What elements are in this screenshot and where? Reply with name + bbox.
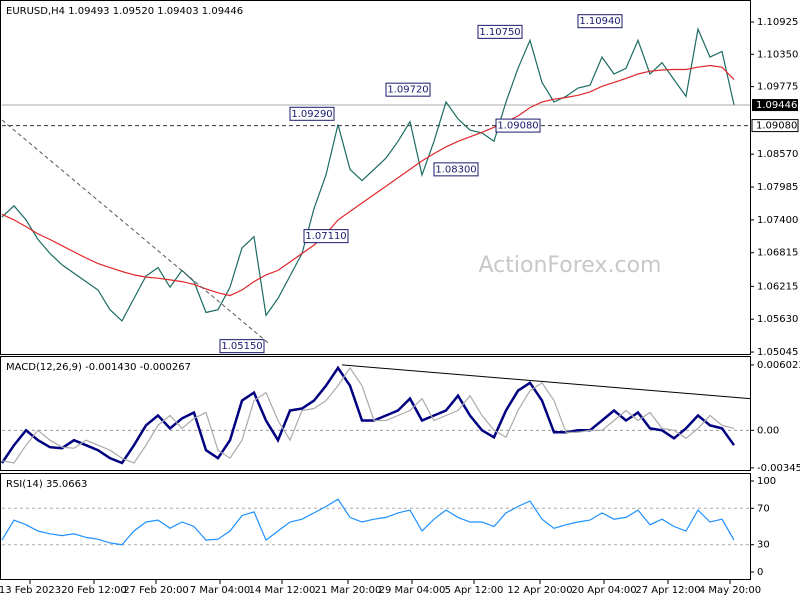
macd-panel bbox=[0, 356, 751, 471]
y-tick-label: 1.05630 bbox=[757, 314, 798, 325]
annotation-label: 1.05150 bbox=[221, 341, 262, 352]
annotation-box bbox=[577, 14, 623, 29]
trendline bbox=[341, 364, 751, 400]
current-price-label: 1.09446 bbox=[756, 100, 797, 111]
y-tick-label: 1.10350 bbox=[757, 49, 798, 60]
annotation-box bbox=[303, 229, 349, 244]
y-tick-label: 0 bbox=[757, 567, 763, 578]
y-tick-label: 0.00 bbox=[757, 425, 779, 436]
series-line bbox=[1, 498, 735, 546]
panel-title: EURUSD,H4 1.09493 1.09520 1.09403 1.0944… bbox=[6, 6, 243, 17]
y-tick-label: 0.006023 bbox=[757, 360, 800, 371]
x-tick-label: 27 Apr 12:00 bbox=[635, 585, 700, 596]
annotation-box bbox=[495, 118, 541, 133]
annotation-box bbox=[385, 82, 431, 97]
series-line bbox=[0, 365, 736, 465]
y-tick-label: 1.05045 bbox=[757, 347, 798, 358]
series-line bbox=[1, 27, 735, 322]
annotation-label: 1.09080 bbox=[497, 121, 538, 132]
y-tick-label: 1.09775 bbox=[757, 82, 798, 93]
panel-title: MACD(12,26,9) -0.001430 -0.000267 bbox=[6, 362, 191, 373]
y-tick-label: 1.07400 bbox=[757, 215, 798, 226]
annotation-label: 1.10940 bbox=[579, 16, 620, 27]
annotation-label: 1.09290 bbox=[291, 109, 332, 120]
y-tick-label: 70 bbox=[757, 503, 770, 514]
rsi-panel bbox=[0, 473, 751, 580]
trendline bbox=[1, 119, 271, 345]
y-tick-label: 30 bbox=[757, 540, 770, 551]
series-line bbox=[1, 64, 735, 297]
y-tick-label: -0.003456 bbox=[757, 463, 800, 474]
y-tick-label: 100 bbox=[757, 476, 776, 487]
y-tick-label: 1.10925 bbox=[757, 17, 798, 28]
x-tick-label: 7 Mar 04:00 bbox=[190, 585, 250, 596]
x-tick-label: 21 Mar 20:00 bbox=[315, 585, 382, 596]
panel-title: RSI(14) 35.0663 bbox=[6, 479, 87, 490]
support-label: 1.09080 bbox=[756, 121, 797, 132]
y-tick-label: 1.06215 bbox=[757, 281, 798, 292]
series-line bbox=[1, 366, 735, 464]
x-tick-label: 27 Feb 20:00 bbox=[123, 585, 189, 596]
x-tick-label: 29 Mar 04:00 bbox=[379, 585, 446, 596]
annotation-box bbox=[477, 24, 523, 39]
x-tick-label: 12 Apr 20:00 bbox=[507, 585, 572, 596]
annotation-label: 1.10750 bbox=[479, 27, 520, 38]
y-tick-label: 1.08570 bbox=[757, 149, 798, 160]
x-tick-label: 4 May 20:00 bbox=[699, 585, 761, 596]
annotation-label: 1.07110 bbox=[305, 231, 346, 242]
support-box bbox=[751, 119, 799, 133]
current-price-box bbox=[752, 99, 798, 112]
y-tick-label: 1.06815 bbox=[757, 248, 798, 259]
annotation-label: 1.09720 bbox=[387, 85, 428, 96]
x-tick-label: 13 Feb 2023 bbox=[0, 585, 61, 596]
y-tick-label: 1.07985 bbox=[757, 182, 798, 193]
price-panel bbox=[0, 0, 751, 355]
annotation-box bbox=[289, 106, 335, 121]
x-tick-label: 14 Mar 12:00 bbox=[249, 585, 316, 596]
annotation-label: 1.08300 bbox=[435, 164, 476, 175]
x-tick-label: 20 Feb 12:00 bbox=[61, 585, 127, 596]
annotation-box bbox=[219, 339, 265, 354]
x-tick-label: 5 Apr 12:00 bbox=[445, 585, 504, 596]
x-tick-label: 20 Apr 04:00 bbox=[571, 585, 636, 596]
watermark: ActionForex.com bbox=[479, 253, 662, 278]
annotation-box bbox=[433, 162, 479, 177]
